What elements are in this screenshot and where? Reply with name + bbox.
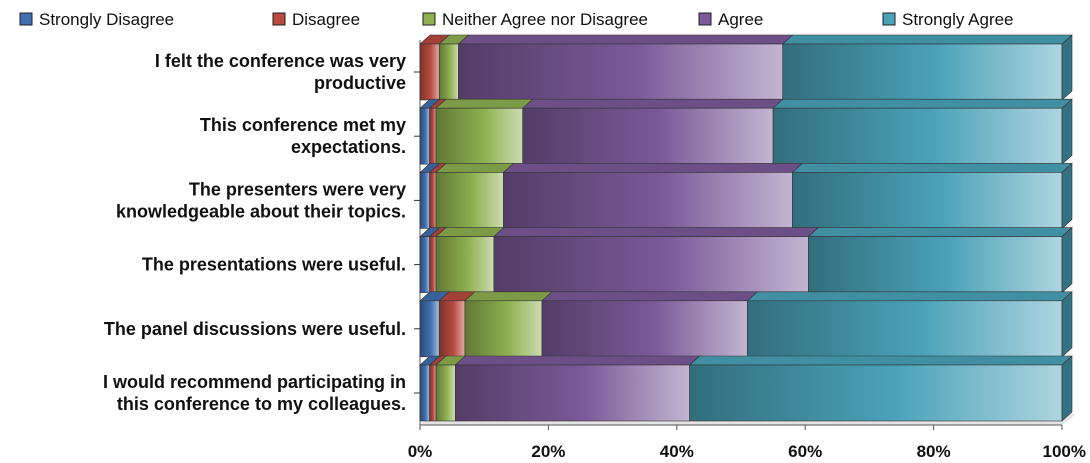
bar-row-4 <box>414 226 1073 294</box>
category-label-4: The presentations were useful. <box>142 255 406 275</box>
bar-segment-neither-agree-nor-disagree <box>435 355 467 422</box>
legend-label: Agree <box>718 10 763 29</box>
category-label-line: this conference to my colleagues. <box>117 394 406 414</box>
category-label-line: The presenters were very <box>189 179 406 199</box>
bar-segment-disagree <box>438 291 476 358</box>
bar-segment-agree <box>454 355 701 422</box>
bar-segment-neither-agree-nor-disagree <box>435 163 515 229</box>
bar-end-face <box>1061 98 1073 165</box>
category-label-line: expectations. <box>291 137 406 157</box>
bar-end-face <box>1061 226 1073 294</box>
x-tick-label: 40% <box>660 442 694 461</box>
bar-end-face <box>1061 291 1073 358</box>
bar-end-face <box>1061 355 1073 422</box>
legend-swatch <box>19 12 33 26</box>
legend-swatch <box>272 12 286 26</box>
bar-end-face <box>1061 34 1073 101</box>
legend-label: Neither Agree nor Disagree <box>442 10 648 29</box>
legend-label: Disagree <box>292 10 360 29</box>
legend-item-agree: Agree <box>698 10 763 29</box>
bar-segment-agree <box>521 98 784 165</box>
bar-segment-agree <box>541 291 759 358</box>
bar-segment-strongly-agree <box>781 34 1073 101</box>
bars <box>414 33 1076 425</box>
category-label-5: The panel discussions were useful. <box>104 319 406 339</box>
bar-end-face <box>1061 162 1073 230</box>
bar-segment-strongly-agree <box>746 291 1073 358</box>
legend-item-strongly-disagree: Strongly Disagree <box>19 10 174 29</box>
legend-item-strongly-agree: Strongly Agree <box>882 10 1014 29</box>
category-label-line: The presentations were useful. <box>142 255 406 275</box>
category-label-line: I felt the conference was very <box>155 51 406 71</box>
chart-legend: Strongly Disagree Disagree Neither Agree n… <box>19 10 1014 29</box>
category-label-line: knowledgeable about their topics. <box>116 201 406 221</box>
legend-item-neither-agree-nor-disagree: Neither Agree nor Disagree <box>422 10 648 29</box>
x-tick-label: 60% <box>788 442 822 461</box>
legend-item-disagree: Disagree <box>272 10 360 29</box>
bar-segment-strongly-agree <box>807 227 1073 293</box>
bar-segment-neither-agree-nor-disagree <box>435 98 534 165</box>
legend-label: Strongly Agree <box>902 10 1014 29</box>
bar-row-6 <box>414 355 1073 422</box>
legend-label: Strongly Disagree <box>39 10 174 29</box>
legend-swatch <box>698 12 712 26</box>
bar-segment-agree <box>502 163 804 229</box>
legend-swatch <box>882 12 896 26</box>
x-tick-label: 100% <box>1043 442 1086 461</box>
bar-row-1 <box>414 34 1073 101</box>
bar-segment-strongly-agree <box>688 355 1073 422</box>
bar-segment-disagree <box>419 34 451 101</box>
bar-segment-strongly-agree <box>791 163 1073 229</box>
bar-segment-agree <box>493 227 820 293</box>
bar-segment-neither-agree-nor-disagree <box>464 291 553 358</box>
x-axis: 0% 20% 40% 60% 80% 100% <box>408 424 1086 461</box>
category-labels: I felt the conference was veryproductive… <box>103 51 406 414</box>
bar-row-2 <box>414 98 1073 165</box>
bar-row-3 <box>414 162 1073 230</box>
bar-segment-agree <box>457 34 794 101</box>
bar-segment-neither-agree-nor-disagree <box>438 34 470 101</box>
x-tick-label: 80% <box>917 442 951 461</box>
category-label-line: This conference met my <box>200 115 406 135</box>
bar-row-5 <box>414 291 1073 358</box>
legend-swatch <box>422 12 436 26</box>
x-tick-label: 0% <box>408 442 433 461</box>
category-label-line: productive <box>314 73 406 93</box>
bar-segment-strongly-agree <box>772 98 1073 165</box>
category-label-line: The panel discussions were useful. <box>104 319 406 339</box>
category-label-line: I would recommend participating in <box>103 372 406 392</box>
x-tick-label: 20% <box>531 442 565 461</box>
